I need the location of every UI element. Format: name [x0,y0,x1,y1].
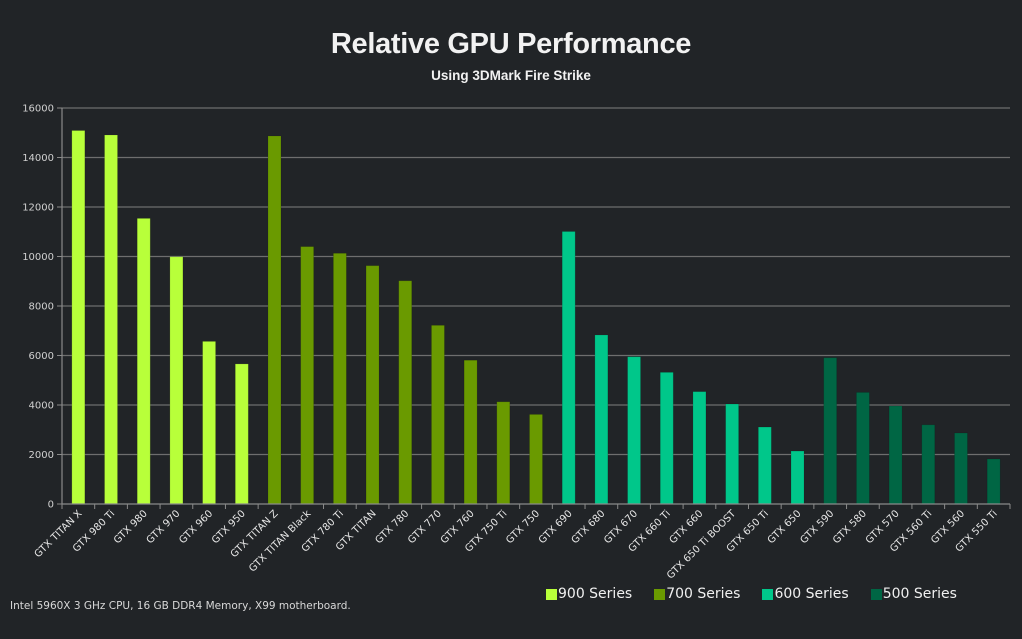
y-tick-label: 0 [48,500,54,511]
y-tick-label: 8000 [29,302,54,313]
legend-item: 900 Series [546,586,632,602]
bar [398,280,413,505]
legend-label: 500 Series [882,586,957,602]
bar [757,426,772,505]
y-tick-label: 6000 [29,351,54,362]
bar [594,334,609,505]
bar [365,265,380,505]
bar [986,458,1001,505]
bar [692,391,707,505]
bars [71,130,1001,505]
x-tick-label: GTX 770 [406,508,444,546]
axes [61,108,1010,505]
bar [921,424,936,505]
y-tick-label: 16000 [22,104,54,115]
y-tick-label: 4000 [29,401,54,412]
y-tick-label: 14000 [22,153,54,164]
bar [888,405,903,505]
bar [529,414,543,505]
bar [169,256,184,505]
bar [431,324,445,505]
chart-title: Relative GPU Performance [330,28,692,60]
bar [267,135,282,505]
footnote: Intel 5960X 3 GHz CPU, 16 GB DDR4 Memory… [10,600,351,612]
legend-swatch [870,588,882,600]
bar [332,252,347,505]
legend: 900 Series 700 Series 600 Series 500 Series [546,586,979,602]
x-tick-label: GTX 750 [504,508,542,546]
bar [659,371,674,505]
bar [855,391,870,505]
legend-swatch [546,588,557,600]
x-tick-label: GTX TITAN Black [247,508,313,574]
bar [823,357,838,505]
bar [627,356,641,505]
chart-subtitle: Using 3DMark Fire Strike [431,68,591,83]
x-tick-label: GTX 650 [766,508,804,546]
bar [463,359,478,505]
x-tick-label: GTX 780 [373,508,411,546]
x-tick-label: GTX 970 [145,508,183,546]
bar [725,403,740,505]
y-tick-label: 12000 [22,203,54,214]
legend-item: 500 Series [870,586,957,602]
bar [954,432,968,505]
legend-item: 700 Series [654,586,740,602]
x-tick-label: GTX 690 [537,508,575,546]
bar [104,134,118,505]
legend-label: 700 Series [666,586,741,602]
bar [234,363,249,505]
x-tick-label: GTX 980 [112,508,150,546]
legend-label: 900 Series [558,586,633,602]
bar [496,401,511,505]
x-tick-label: GTX 960 [177,508,215,546]
bar [136,217,151,505]
bar [202,340,217,505]
legend-label: 600 Series [774,586,849,602]
x-tick-label: GTX 580 [831,508,869,546]
x-tick-label: GTX 680 [570,508,608,546]
bar [300,246,315,505]
y-tick-label: 2000 [29,450,54,461]
legend-swatch [762,588,774,600]
y-axis-ticks: 0 2000 4000 6000 8000 10000 12000 14000 16000 [22,104,62,511]
x-tick-label: GTX 590 [798,508,836,546]
y-tick-label: 10000 [22,252,54,263]
legend-swatch [654,588,666,600]
legend-item: 600 Series [762,586,849,602]
bar [71,130,86,505]
bar [561,231,576,505]
bar [790,450,805,505]
